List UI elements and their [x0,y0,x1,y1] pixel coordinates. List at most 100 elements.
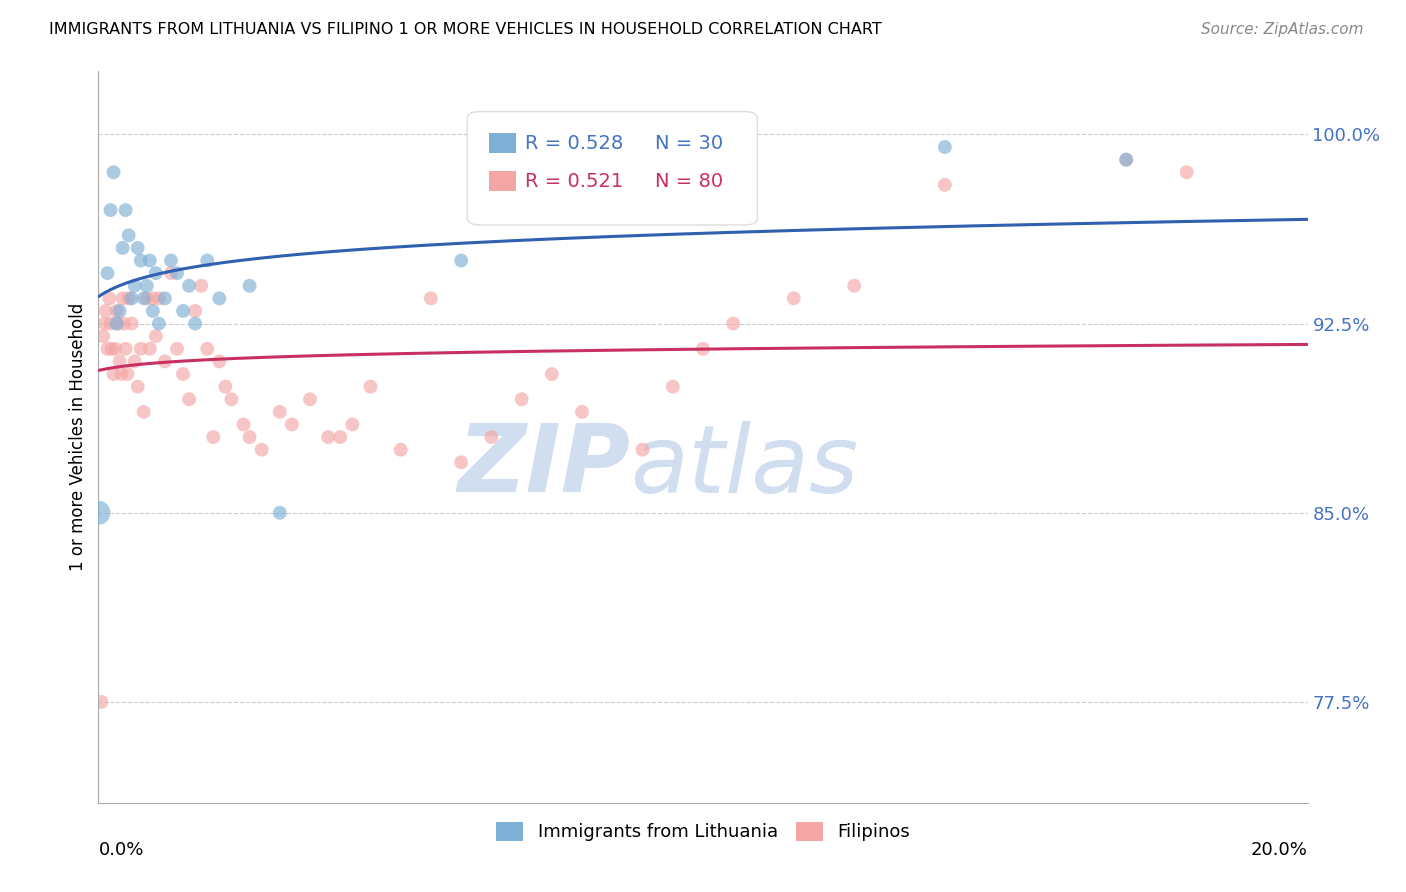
Text: IMMIGRANTS FROM LITHUANIA VS FILIPINO 1 OR MORE VEHICLES IN HOUSEHOLD CORRELATIO: IMMIGRANTS FROM LITHUANIA VS FILIPINO 1 … [49,22,882,37]
Point [105,304,128,318]
Point [1175,165,1198,179]
Point [108,354,131,368]
Point [91,329,114,343]
Point [934,178,956,192]
Point [208,354,231,368]
Point [184,304,207,318]
Point [111,241,134,255]
Point [540,367,562,381]
Text: atlas: atlas [630,421,859,512]
Text: 0.0%: 0.0% [98,840,143,859]
Point [100,342,122,356]
Point [100,317,122,331]
Point [723,317,745,331]
Point [142,304,165,318]
Point [166,342,188,356]
Point [299,392,322,407]
Point [121,317,143,331]
Point [783,291,806,305]
Point [214,379,236,393]
Point [692,342,714,356]
Point [342,417,364,432]
Point [145,329,167,343]
Point [1115,153,1137,167]
Point [571,405,593,419]
Point [110,367,132,381]
Point [132,291,155,305]
Point [104,342,127,356]
Point [934,140,956,154]
Point [112,317,135,331]
Point [195,342,218,356]
Point [96,266,118,280]
Point [103,367,125,381]
Text: N = 30: N = 30 [655,134,723,153]
Point [316,430,339,444]
Text: Source: ZipAtlas.com: Source: ZipAtlas.com [1201,22,1364,37]
Point [631,442,654,457]
Point [153,354,176,368]
Point [142,291,165,305]
Point [98,291,121,305]
Point [329,430,352,444]
Point [239,278,262,293]
Point [124,354,146,368]
FancyBboxPatch shape [467,112,758,225]
Point [450,455,472,469]
Text: R = 0.528: R = 0.528 [526,134,623,153]
FancyBboxPatch shape [489,171,516,191]
Point [145,266,167,280]
Point [1115,153,1137,167]
Point [148,317,170,331]
Point [239,430,262,444]
Point [117,367,139,381]
Point [389,442,412,457]
Point [202,430,225,444]
Point [127,379,149,393]
Point [121,291,143,305]
Point [87,506,110,520]
Point [132,405,155,419]
Point [139,253,162,268]
Point [105,317,128,331]
Point [360,379,382,393]
Point [127,241,149,255]
Point [250,442,273,457]
Point [208,291,231,305]
Point [420,291,443,305]
Point [481,430,503,444]
Point [166,266,188,280]
Point [118,228,141,243]
Point [118,291,141,305]
Point [184,317,207,331]
Point [139,342,162,356]
Point [450,253,472,268]
Point [179,392,201,407]
Point [124,278,146,293]
Point [114,342,136,356]
Point [93,317,115,331]
Point [148,291,170,305]
Point [100,203,122,218]
Legend: Immigrants from Lithuania, Filipinos: Immigrants from Lithuania, Filipinos [489,814,917,848]
Point [190,278,212,293]
Point [107,317,129,331]
Point [510,392,533,407]
Point [269,405,291,419]
Text: R = 0.521: R = 0.521 [526,171,623,191]
Point [135,291,157,305]
Point [114,203,136,218]
Point [232,417,254,432]
Point [160,266,183,280]
Point [108,304,131,318]
Point [90,695,112,709]
Point [135,278,157,293]
Text: 20.0%: 20.0% [1251,840,1308,859]
Point [160,253,183,268]
Point [661,379,683,393]
Text: N = 80: N = 80 [655,171,723,191]
Point [153,291,176,305]
Point [179,278,201,293]
Point [96,342,118,356]
Point [129,253,152,268]
